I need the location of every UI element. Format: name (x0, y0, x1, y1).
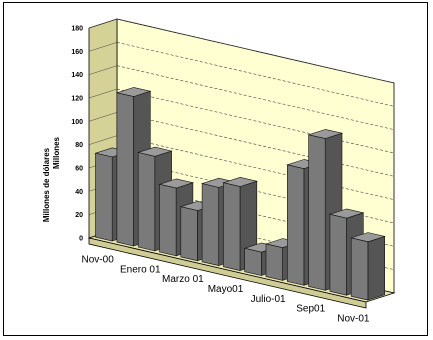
x-tick-label: Marzo 01 (162, 274, 204, 285)
x-tick-label: Julio-01 (251, 294, 286, 305)
bar-front (95, 152, 113, 242)
bar-front (329, 213, 347, 296)
bars (94, 87, 386, 301)
bar-front (201, 183, 219, 266)
x-tick-label: Nov-01 (337, 314, 370, 325)
x-tick-label: Enero 01 (120, 264, 161, 275)
bar-front (244, 247, 262, 276)
gridline-side (88, 65, 118, 75)
floor-edge (88, 237, 367, 309)
y-tick-label: 80 (75, 142, 83, 149)
y-tick-label: 180 (71, 26, 83, 33)
bar-front (286, 164, 305, 286)
chart-frame: 0 20 40 60 80 100 120 140 160 180 Nov-00 Enero 01 M… (3, 2, 428, 336)
gridline-side (88, 88, 118, 99)
gridline-side (88, 42, 118, 52)
gridline-side (88, 135, 118, 145)
y-tick-label: 140 (71, 72, 83, 79)
y-tick-label: 0 (79, 236, 83, 243)
gridline (116, 65, 395, 130)
x-tick-label: Mayo01 (208, 284, 244, 295)
y-tick-label: 60 (75, 166, 83, 173)
y-tick-label: 120 (71, 96, 83, 103)
gridline (116, 42, 395, 107)
y-tick-label: 20 (75, 212, 83, 219)
bar-front (265, 243, 283, 281)
y-tick-label: 160 (71, 49, 83, 56)
gridline (116, 112, 395, 177)
bar-front (223, 182, 241, 271)
bar-front (308, 134, 326, 291)
gridline (116, 88, 395, 154)
bar-front (350, 237, 369, 301)
y-axis-label-secondary: Millones (52, 136, 61, 169)
gridline (116, 135, 395, 200)
bar-front (137, 152, 156, 252)
gridline-side (88, 112, 118, 122)
bar-side (367, 235, 386, 301)
bar (350, 232, 386, 301)
gridline-side (88, 18, 118, 29)
gridline (116, 18, 395, 84)
y-tick-label: 40 (75, 189, 83, 196)
y-axis-ticks: 0 20 40 60 80 100 120 140 160 180 (71, 26, 83, 243)
bar-front (116, 92, 134, 247)
y-tick-label: 100 (71, 119, 83, 126)
bar-front (159, 183, 177, 257)
bar-front (180, 206, 198, 262)
y-axis-label: Millones de dólares (42, 147, 51, 222)
x-tick-label: Sep01 (296, 304, 325, 315)
x-tick-label: Nov-00 (82, 254, 115, 265)
